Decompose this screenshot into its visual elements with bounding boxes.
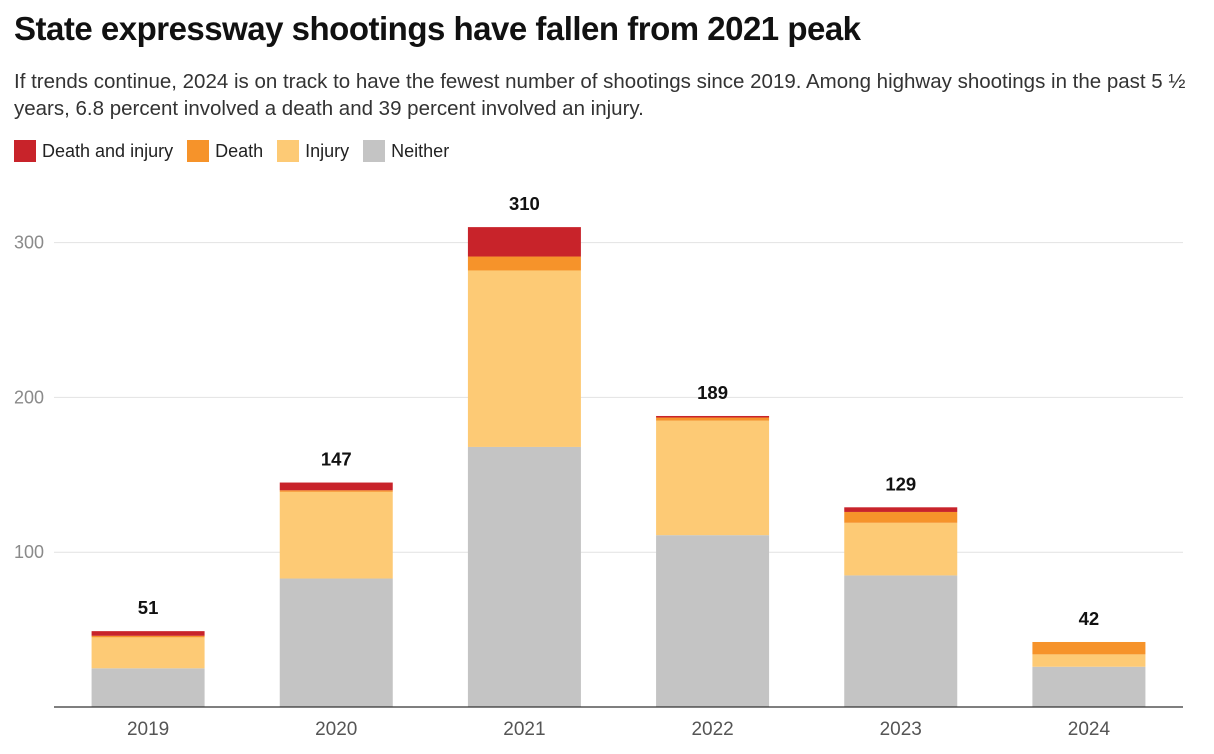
bar-2020-death-and-injury (279, 482, 393, 491)
x-tick-label-2021: 2021 (503, 719, 545, 740)
legend-label-death-and-injury: Death and injury (42, 140, 174, 161)
bar-2024-injury (1032, 654, 1146, 667)
bar-2020-injury (279, 491, 393, 579)
x-tick-label-2023: 2023 (880, 719, 922, 740)
total-label-2024: 42 (1079, 608, 1100, 629)
x-tick-label-2022: 2022 (691, 719, 733, 740)
total-label-2019: 51 (138, 597, 159, 618)
x-tick-label-2024: 2024 (1068, 719, 1111, 740)
bar-2021-injury (467, 270, 581, 447)
bar-2019-death-and-injury (91, 631, 205, 636)
bar-2023-neither (844, 575, 958, 707)
bar-2021-death-and-injury (467, 227, 581, 257)
bar-2022-injury (656, 420, 770, 536)
chart-title: State expressway shootings have fallen f… (14, 10, 861, 47)
chart-subtitle: If trends continue, 2024 is on track to … (14, 70, 1186, 120)
legend-label-death: Death (215, 140, 264, 161)
legend-item-death: Death (187, 140, 263, 162)
legend-item-death-and-injury: Death and injury (14, 140, 173, 162)
bar-2024-death (1032, 641, 1146, 655)
bar-2023-injury (844, 522, 958, 576)
bar-2023-death (844, 511, 958, 523)
y-tick-label-200: 200 (14, 387, 44, 407)
bar-2022-neither (656, 535, 770, 707)
legend-item-injury: Injury (277, 140, 349, 162)
legend-swatch-injury (277, 140, 300, 162)
bar-2021-death (467, 256, 581, 271)
total-label-2022: 189 (697, 382, 728, 403)
bar-2022-death-and-injury (656, 415, 770, 418)
bar-2019-neither (91, 668, 205, 707)
legend-label-neither: Neither (391, 140, 450, 161)
bar-2020-neither (279, 578, 393, 707)
legend-item-neither: Neither (363, 140, 449, 162)
bar-2019-injury (91, 637, 205, 669)
y-tick-label-100: 100 (14, 542, 44, 562)
bar-2021-neither (467, 446, 581, 707)
total-label-2020: 147 (321, 449, 352, 470)
bar-2020-death (279, 490, 393, 492)
bar-2024-neither (1032, 666, 1146, 707)
legend-swatch-death (187, 140, 210, 162)
legend-swatch-death-and-injury (14, 140, 36, 162)
x-tick-label-2019: 2019 (127, 719, 169, 740)
legend: Death and injury Death Injury Neither (14, 140, 463, 162)
total-label-2023: 129 (885, 473, 916, 494)
bar-2019-death (91, 635, 205, 638)
bar-2023-death-and-injury (844, 507, 958, 512)
y-tick-label-300: 300 (14, 233, 44, 253)
total-label-2021: 310 (509, 193, 540, 214)
x-tick-label-2020: 2020 (315, 719, 357, 740)
legend-swatch-neither (363, 140, 386, 162)
bar-2022-death (656, 417, 770, 421)
legend-label-injury: Injury (305, 140, 350, 161)
